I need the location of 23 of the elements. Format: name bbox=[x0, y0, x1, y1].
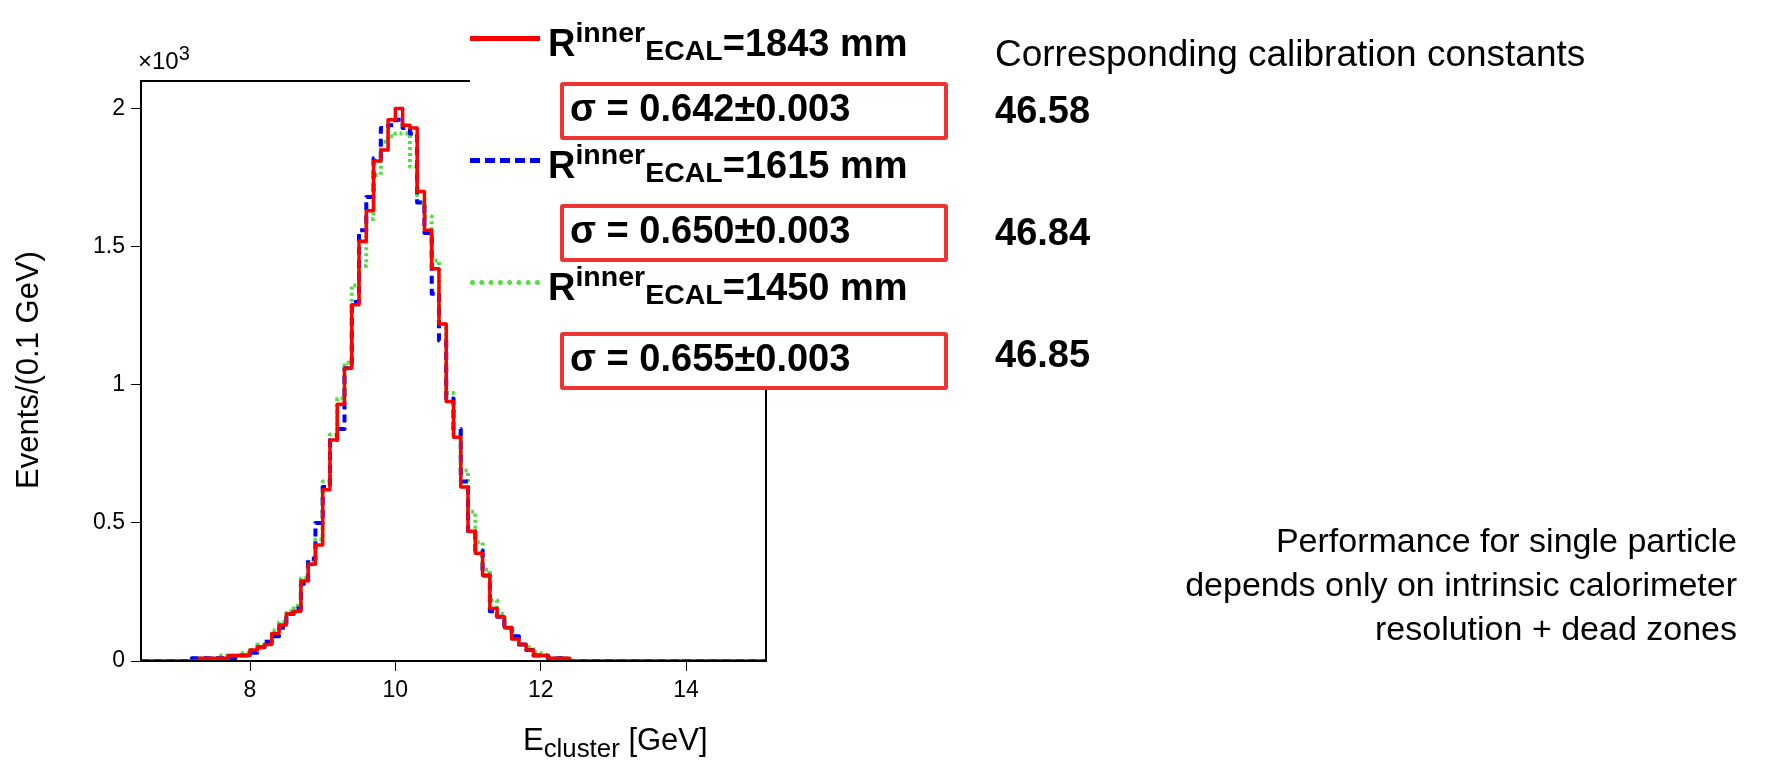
y-tick-label: 0 bbox=[112, 646, 125, 673]
y-tick-label: 2 bbox=[112, 93, 125, 120]
legend-label: R$^{inner}$$_{ECAL}$=1843 mm bbox=[548, 15, 908, 68]
y-axis-title: Events/(0.1 GeV) bbox=[10, 251, 46, 489]
y-tick-label: 0.5 bbox=[93, 508, 125, 535]
text: 46.84 bbox=[995, 210, 1091, 255]
x-tick-label: 10 bbox=[382, 676, 409, 703]
annotation: σ = 0.650±0.003 bbox=[570, 208, 851, 253]
y-tick-label: 1 bbox=[112, 370, 125, 397]
legend-label: R$^{inner}$$_{ECAL}$=1615 mm bbox=[548, 138, 908, 188]
legend-label: R$^{inner}$$_{ECAL}$=1450 mm bbox=[548, 260, 908, 310]
x-tick-label: 14 bbox=[673, 676, 700, 703]
text: Corresponding calibration constants bbox=[995, 32, 1586, 76]
text: Performance for single particle depends only on intrinsic calorimeter resolution + dead zones bbox=[1185, 520, 1737, 650]
annotation: σ = 0.655±0.003 bbox=[570, 336, 851, 381]
text: 46.58 bbox=[995, 88, 1091, 133]
y-tick-label: 1.5 bbox=[93, 232, 125, 259]
x-tick-label: 12 bbox=[527, 676, 554, 703]
text: ×10$^{3}$ bbox=[138, 41, 190, 76]
annotation: σ = 0.642±0.003 bbox=[570, 86, 851, 131]
text: 46.85 bbox=[995, 332, 1091, 377]
x-tick-label: 8 bbox=[243, 676, 257, 703]
x-axis-title: E$_{cluster}$ [GeV] bbox=[523, 722, 708, 764]
